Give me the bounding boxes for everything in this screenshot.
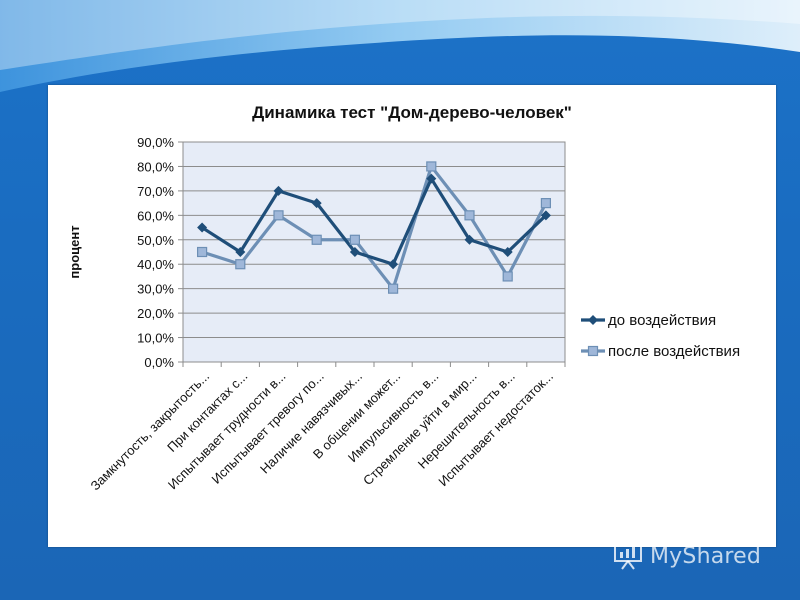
legend-item: после воздействия <box>581 343 740 360</box>
chart-frame: Динамика тест "Дом-дерево-человек" проце… <box>48 85 776 547</box>
chart-title: Динамика тест "Дом-дерево-человек" <box>252 103 572 122</box>
watermark: MyShared <box>612 538 761 574</box>
data-point-diamond <box>502 247 513 257</box>
data-point-diamond <box>426 173 437 184</box>
y-tick-label: 40,0% <box>137 257 174 272</box>
data-point-square <box>273 210 284 221</box>
y-tick-label: 0,0% <box>144 355 174 370</box>
data-point-square <box>388 283 399 294</box>
y-axis-label: процент <box>67 225 82 278</box>
y-tick-label: 50,0% <box>137 233 174 248</box>
y-tick-label: 20,0% <box>137 306 174 321</box>
legend-label: после воздействия <box>608 343 740 360</box>
y-tick-label: 30,0% <box>137 282 174 297</box>
data-point-diamond <box>540 210 551 221</box>
y-tick-label: 90,0% <box>137 135 174 150</box>
data-point-square <box>235 259 246 270</box>
data-point-diamond <box>235 247 246 257</box>
data-point-diamond <box>388 259 399 270</box>
y-tick-label: 10,0% <box>137 331 174 346</box>
data-point-diamond <box>349 247 360 257</box>
y-tick-label: 70,0% <box>137 184 174 199</box>
data-point-diamond <box>273 185 284 196</box>
series-line-1 <box>201 177 548 266</box>
data-point-diamond <box>464 234 475 245</box>
watermark-text: MyShared <box>650 543 762 569</box>
legend-marker-square <box>587 345 599 357</box>
data-point-square <box>540 198 551 209</box>
data-point-square <box>197 246 208 258</box>
data-point-diamond <box>197 222 208 233</box>
legend-label: до воздействия <box>608 312 716 329</box>
y-tick-label: 80,0% <box>137 159 174 174</box>
legend-marker-diamond <box>588 315 598 325</box>
data-point-square <box>426 161 437 172</box>
line-chart: Динамика тест "Дом-дерево-человек" проце… <box>67 103 740 493</box>
decorative-wave <box>0 0 800 92</box>
presentation-board-icon <box>614 543 642 570</box>
data-point-diamond <box>311 198 322 209</box>
data-point-square <box>464 210 475 221</box>
data-point-square <box>502 271 513 282</box>
legend-item: до воздействия <box>581 312 716 329</box>
data-point-square <box>349 234 360 245</box>
data-point-square <box>311 234 322 245</box>
y-tick-label: 60,0% <box>137 208 174 223</box>
